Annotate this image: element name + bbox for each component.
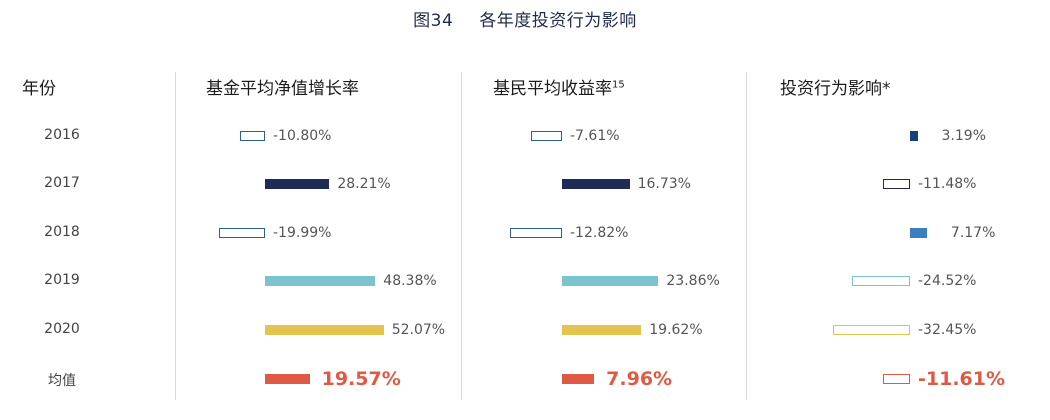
investor-return-label: 基民平均收益率 [493,79,612,99]
data-label: 52.07% [391,322,446,338]
year-label: 均值 [48,373,76,389]
data-label: -19.99% [273,225,332,241]
bar [833,325,910,335]
data-label: -7.61% [570,128,620,144]
year-label: 2017 [44,175,80,191]
column-divider [746,72,747,400]
data-label: -32.45% [918,322,977,338]
column-divider [461,72,462,400]
footnote-marker: 15 [612,79,625,91]
year-column-header: 年份 [22,79,56,99]
bar [882,179,910,189]
bar [852,276,910,286]
data-label: -10.80% [273,128,332,144]
bar [265,325,384,335]
bar [562,276,659,286]
data-label: -11.48% [918,176,977,192]
figure-number: 图34 [413,11,454,31]
bar [910,228,927,238]
year-label: 2016 [44,127,80,143]
chart-title: 图34 各年度投资行为影响 [0,6,1050,31]
bar [265,276,376,286]
data-label: 7.96% [606,368,673,390]
figure-title: 各年度投资行为影响 [479,11,637,31]
bar [910,131,918,141]
bar [562,325,642,335]
data-label: 3.19% [941,128,986,144]
behavior-impact-column-header: 投资行为影响* [780,79,891,99]
data-label: 28.21% [337,176,391,192]
bar [265,374,310,384]
year-label: 2019 [44,272,80,288]
bar [562,374,595,384]
data-label: -12.82% [570,225,629,241]
bar [219,228,265,238]
bar [882,374,910,384]
bar [240,131,265,141]
bar [510,228,562,238]
data-label: 16.73% [637,176,691,192]
data-label: 7.17% [950,225,996,241]
year-label: 2018 [44,224,80,240]
bar [265,179,330,189]
data-label: 19.62% [649,322,703,338]
bar [531,131,562,141]
data-label: 19.57% [321,368,401,390]
data-label: 23.86% [666,273,720,289]
data-label: -11.61% [918,368,1006,390]
column-divider [175,72,176,400]
data-label: -24.52% [918,273,977,289]
data-label: 48.38% [383,273,437,289]
fund-nav-column-header: 基金平均净值增长率 [206,79,359,99]
investor-return-column-header: 基民平均收益率15 [493,74,625,99]
bar [562,179,630,189]
year-label: 2020 [44,321,80,337]
